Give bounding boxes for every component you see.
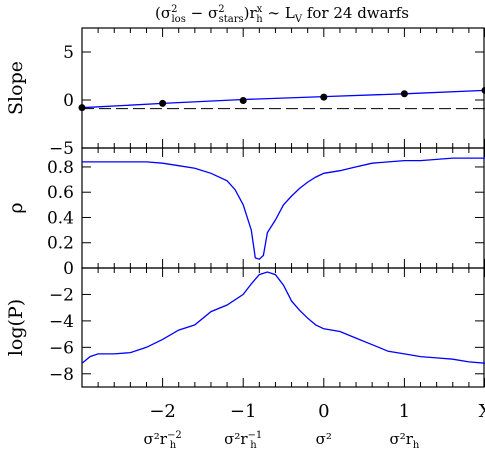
y-tick-label: 0	[63, 259, 74, 279]
data-point	[239, 96, 247, 104]
y-tick-label: −8	[49, 365, 74, 385]
data-point	[78, 104, 86, 112]
x-tick-expression: σ²rh	[389, 430, 419, 451]
data-point	[481, 86, 485, 94]
data-point	[159, 99, 167, 107]
x-tick-label: 1	[399, 401, 410, 422]
panel-frame	[81, 27, 485, 149]
y-tick-label: 0.2	[47, 234, 74, 254]
panel-3: −2 −4 −6 −8 log(P)	[5, 267, 485, 388]
y-tick-label: 0	[63, 91, 74, 111]
panel-1: 5 0 −5 Slope	[5, 27, 485, 159]
y-tick-label: 5	[63, 43, 74, 63]
y-tick-label: 0.8	[47, 158, 74, 178]
y-tick-label: 0.6	[47, 183, 74, 203]
y-tick-label: −6	[49, 338, 74, 358]
chart-title: (σ2 los − σ2 stars)rx h ∼ LV for 24 dwarfs	[155, 4, 409, 25]
series-line-1	[81, 89, 485, 109]
panel-frame	[81, 147, 485, 269]
x-tick-label: X	[479, 401, 485, 422]
y-tick-label: −2	[49, 285, 74, 305]
x-axis-labels: −2 σ²r−2h −1 σ²r−1h 0 σ² 1 σ²rh X	[144, 401, 485, 451]
panel-2: 0.8 0.6 0.4 0.2 0 ρ	[5, 147, 485, 279]
y-axis-label: Slope	[5, 61, 27, 115]
data-point	[400, 90, 408, 98]
series-line-1	[81, 271, 485, 364]
data-point	[320, 93, 328, 101]
x-tick-expression: σ²r−2 h	[144, 430, 182, 451]
series-line-1	[82, 157, 485, 260]
x-tick-expression: σ²r−1 h	[224, 430, 262, 451]
x-tick-label: −1	[230, 401, 257, 422]
y-axis-label: log(P)	[5, 299, 27, 356]
y-tick-label: −4	[49, 312, 74, 332]
x-tick-label: 0	[318, 401, 329, 422]
y-axis-label: ρ	[5, 202, 27, 213]
y-tick-label: 0.4	[47, 208, 74, 228]
x-tick-expression: σ²	[316, 430, 332, 448]
panels: 5 0 −5 Slope 0.8 0.6 0.4 0.2 0 ρ −2 −4 −6 −8 log(P)	[5, 27, 485, 388]
x-tick-label: −2	[149, 401, 176, 422]
y-tick-label: −5	[49, 139, 74, 159]
panel-frame	[81, 267, 485, 388]
